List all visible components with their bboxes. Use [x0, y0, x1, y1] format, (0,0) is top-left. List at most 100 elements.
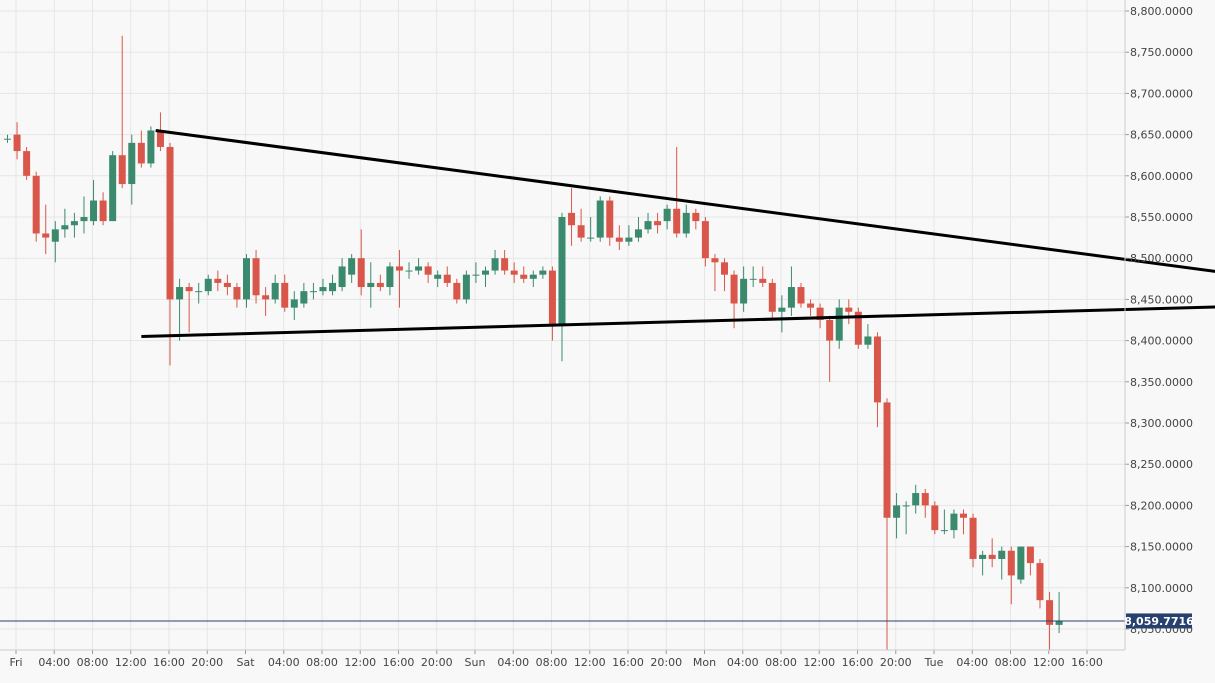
- candle: [243, 254, 250, 308]
- candle-body: [529, 274, 537, 279]
- candle: [807, 299, 815, 316]
- x-tick-label: Mon: [693, 656, 716, 669]
- candle-body: [395, 266, 403, 271]
- candle-body: [960, 513, 967, 518]
- candle-body: [854, 311, 862, 345]
- candle-body: [357, 258, 365, 288]
- candle-body: [1055, 620, 1063, 625]
- x-tick-label: 08:00: [77, 656, 109, 669]
- y-tick-label: 8,200.0000: [1130, 499, 1193, 512]
- current-price-box: [1126, 613, 1192, 629]
- candle-body: [42, 233, 50, 238]
- candle-body: [90, 200, 98, 222]
- candle-body: [491, 258, 499, 271]
- candle-body: [271, 282, 279, 300]
- x-tick-label: 20:00: [421, 656, 453, 669]
- y-tick-label: 8,350.0000: [1130, 376, 1193, 389]
- candle: [854, 307, 862, 349]
- candle-body: [644, 221, 652, 230]
- candle-body: [587, 237, 595, 239]
- candle-body: [988, 554, 996, 559]
- candle: [797, 282, 805, 308]
- candle-body: [654, 221, 662, 226]
- candle: [462, 270, 470, 304]
- candle: [577, 208, 585, 242]
- candle-body: [109, 155, 117, 222]
- candle: [329, 274, 337, 296]
- candle-body: [472, 274, 480, 276]
- candle-body: [912, 493, 920, 506]
- x-tick-label: 04:00: [38, 656, 70, 669]
- candle-body: [663, 208, 671, 222]
- candle-body: [367, 282, 375, 288]
- candle-body: [290, 299, 298, 308]
- candle: [482, 266, 489, 288]
- candle: [663, 204, 671, 230]
- candle-body: [520, 274, 528, 279]
- candle: [510, 262, 518, 283]
- x-tick-label: 16:00: [612, 656, 644, 669]
- candle-body: [615, 237, 623, 242]
- candle: [386, 262, 394, 296]
- candle-body: [156, 130, 164, 147]
- candle-body: [568, 212, 576, 226]
- x-tick-label: 16:00: [153, 656, 185, 669]
- candle-body: [969, 517, 977, 559]
- candle: [864, 324, 872, 349]
- x-tick-label: 12:00: [1033, 656, 1065, 669]
- candle: [931, 501, 939, 535]
- candle-body: [768, 282, 776, 312]
- candle: [529, 270, 537, 288]
- candle-body: [376, 282, 384, 288]
- candle-body: [950, 513, 958, 531]
- candle-body: [185, 287, 193, 292]
- x-tick-label: 12:00: [344, 656, 376, 669]
- candle-body: [137, 142, 145, 164]
- x-tick-label: 08:00: [995, 656, 1027, 669]
- candle: [166, 142, 174, 366]
- candle: [415, 258, 423, 275]
- candle: [290, 291, 298, 320]
- candle-body: [826, 320, 834, 341]
- candle-body: [740, 278, 748, 304]
- candle: [338, 258, 346, 292]
- candle: [740, 266, 748, 312]
- candle: [587, 217, 595, 242]
- candle: [701, 217, 709, 267]
- candle-body: [682, 212, 690, 234]
- candle-body: [424, 266, 432, 275]
- candle: [921, 488, 929, 518]
- candle-body: [692, 212, 700, 222]
- x-tick-label: 12:00: [574, 656, 606, 669]
- candle: [596, 196, 604, 242]
- candle-body: [348, 258, 356, 275]
- candle-body: [883, 402, 891, 518]
- candle: [950, 509, 958, 539]
- candle: [424, 262, 432, 283]
- candle: [568, 188, 576, 246]
- candle: [405, 262, 413, 279]
- candle-body: [730, 274, 738, 304]
- candle: [558, 212, 566, 362]
- candle: [252, 249, 260, 304]
- candle: [109, 151, 117, 222]
- candle: [940, 509, 948, 535]
- candle: [233, 282, 241, 308]
- candle-body: [845, 307, 853, 312]
- x-tick-label: 08:00: [765, 656, 797, 669]
- x-tick-label: 12:00: [803, 656, 835, 669]
- candle-body: [548, 270, 556, 325]
- candle: [453, 278, 461, 304]
- candle: [443, 266, 451, 288]
- x-axis: Fri 04:00 08:00 12:00 16:00 20:00 Sat 04:00 08:0…: [0, 649, 1125, 669]
- candle: [654, 212, 662, 234]
- candle: [759, 266, 767, 288]
- candles: [4, 35, 1063, 650]
- candle-body: [606, 200, 614, 238]
- y-tick-label: 8,450.0000: [1130, 293, 1193, 306]
- current-price-marker: 8,059.7716: [1124, 613, 1194, 629]
- candle: [80, 196, 88, 234]
- candle: [61, 208, 69, 238]
